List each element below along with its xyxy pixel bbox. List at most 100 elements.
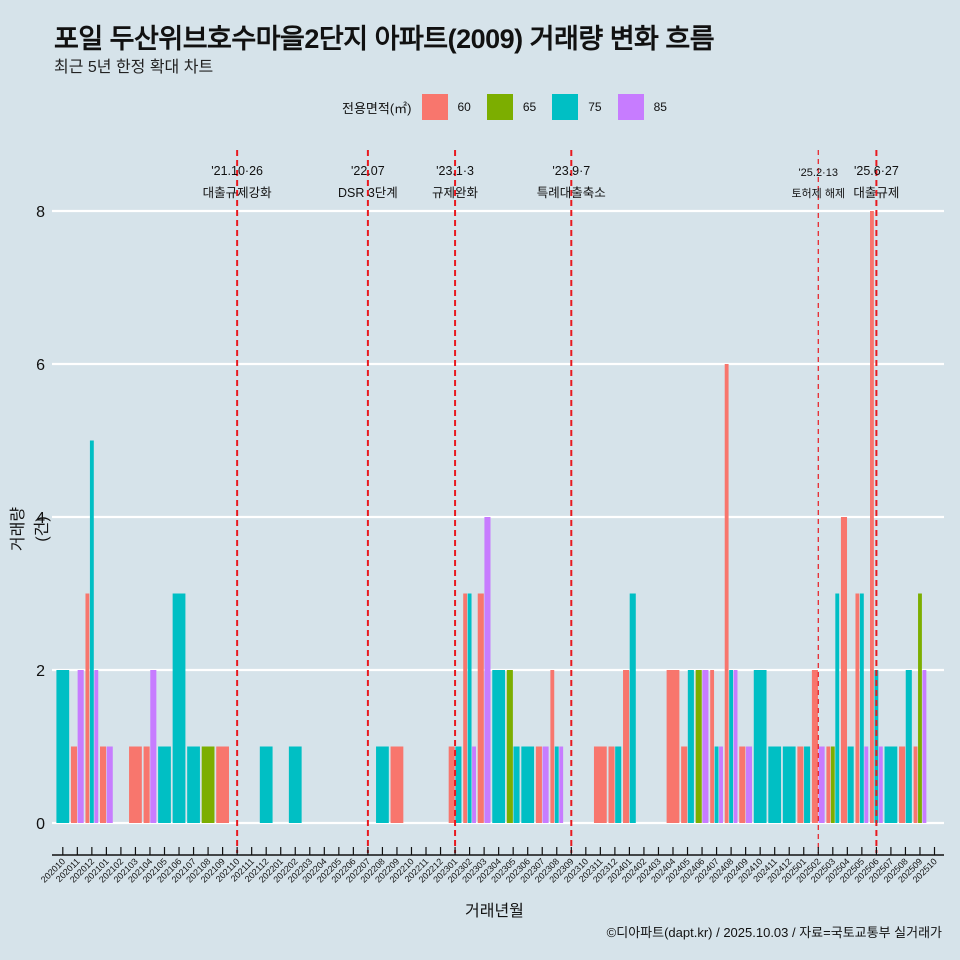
bar-202312-60: [608, 746, 615, 823]
bar-202411-75: [768, 746, 782, 823]
bar-202010-75: [56, 670, 70, 823]
bar-202508-75: [905, 670, 912, 823]
legend-swatch-85: [617, 94, 644, 120]
bar-202012-85: [94, 670, 99, 823]
bar-202501-75: [804, 746, 811, 823]
event-date-202309: '23.9·7: [552, 164, 590, 178]
bar-202505-85: [864, 746, 869, 823]
event-label-202309: 특례대출축소: [537, 186, 606, 200]
bar-202112-75: [259, 746, 273, 823]
y-tick-label: 2: [36, 663, 45, 680]
bar-202405-75: [687, 670, 694, 823]
bar-202506-60: [870, 211, 874, 823]
bar-202409-60: [739, 746, 746, 823]
bar-202503-65: [830, 746, 835, 823]
bar-202304-75: [492, 670, 506, 823]
y-tick-label: 4: [36, 510, 45, 527]
bar-202012-75: [89, 440, 94, 823]
event-date-202506: '25.6·27: [854, 164, 899, 178]
bar-202506-85: [878, 746, 883, 823]
bar-202107-75: [187, 746, 200, 823]
bar-202302-75: [467, 593, 472, 823]
y-tick-label: 6: [36, 357, 45, 374]
x-axis-label: 거래년월: [465, 903, 524, 920]
bar-202302-85: [472, 746, 476, 823]
bar-202011-85: [77, 670, 84, 823]
bar-202404-60: [666, 670, 680, 823]
bar-202410-75: [753, 670, 767, 823]
bar-202308-60: [550, 670, 555, 823]
bar-202303-60: [477, 593, 484, 823]
bar-202405-60: [681, 746, 688, 823]
event-date-202301: '23.1·3: [436, 164, 474, 178]
y-tick-label: 0: [36, 816, 45, 833]
event-date-202110: '21.10·26: [211, 164, 263, 178]
bar-202307-85: [542, 746, 549, 823]
bar-202401-60: [623, 670, 630, 823]
bar-202407-75: [714, 746, 719, 823]
bar-202311-60: [593, 746, 607, 823]
bar-202504-60: [840, 517, 848, 823]
bar-202103-60: [129, 746, 142, 823]
bar-202409-85: [745, 746, 753, 823]
event-date-202502: '25.2·13: [799, 167, 838, 179]
bar-202406-65: [695, 670, 702, 823]
bar-202509-85: [922, 670, 927, 823]
legend-swatch-60: [421, 94, 448, 120]
legend-label-85: 85: [653, 100, 667, 114]
legend: 전용면적(㎡) 60 65 75 85: [342, 93, 683, 121]
bar-202306-75: [521, 746, 535, 823]
bar-202508-60: [899, 746, 906, 823]
bar-202501-60: [797, 746, 804, 823]
event-label-202502: 토허제 해제: [791, 186, 845, 200]
y-tick-label: 8: [36, 204, 45, 221]
event-label-202110: 대출규제강화: [203, 186, 273, 200]
bar-202503-60: [826, 746, 831, 823]
bar-202301-75: [455, 746, 462, 823]
bar-202308-75: [554, 746, 559, 823]
bar-202509-60: [913, 746, 918, 823]
bar-202505-60: [855, 593, 860, 823]
bar-202208-75: [376, 746, 389, 823]
bar-202109-60: [216, 746, 229, 823]
bar-202209-60: [390, 746, 404, 823]
legend-swatch-65: [486, 94, 513, 120]
bar-202408-60: [724, 364, 729, 823]
legend-label-60: 60: [457, 100, 471, 114]
bar-202011-60: [70, 746, 78, 823]
source-caption: ©디아파트(dapt.kr) / 2025.10.03 / 자료=국토교통부 실…: [606, 925, 942, 940]
bar-202412-75: [782, 746, 796, 823]
legend-label-75: 75: [588, 100, 602, 114]
bar-202505-75: [859, 593, 864, 823]
chart-subtitle: 최근 5년 한정 확대 차트: [54, 59, 214, 76]
legend-title: 전용면적(㎡): [342, 100, 412, 116]
bar-202509-65: [918, 593, 922, 823]
bar-202408-85: [733, 670, 738, 823]
bar-202407-60: [710, 670, 715, 823]
bar-202506-75: [874, 670, 879, 823]
bar-202308-85: [559, 746, 564, 823]
bar-202301-60: [448, 746, 455, 823]
legend-swatch-75: [552, 94, 579, 120]
event-label-202207: DSR 3단계: [338, 186, 398, 200]
bar-202105-75: [158, 746, 171, 823]
bar-202406-85: [702, 670, 709, 823]
bar-202307-60: [535, 746, 542, 823]
bar-202401-75: [629, 593, 636, 823]
bar-202502-85: [818, 746, 825, 823]
event-label-202301: 규제완화: [432, 186, 479, 200]
chart-title: 포일 두산위브호수마을2단지 아파트(2009) 거래량 변화 흐름: [54, 24, 715, 54]
bar-202012-60: [85, 593, 90, 823]
bar-202305-65: [506, 670, 513, 823]
bar-202101-85: [106, 746, 113, 823]
bar-202312-75: [615, 746, 622, 823]
legend-label-65: 65: [522, 100, 537, 114]
bar-202504-75: [847, 746, 854, 823]
bar-202303-85: [484, 517, 491, 823]
bar-202202-75: [288, 746, 302, 823]
bar-202407-85: [719, 746, 723, 823]
bar-202305-75: [513, 746, 520, 823]
bar-202503-75: [835, 593, 840, 823]
event-date-202207: '22.07: [351, 164, 385, 178]
